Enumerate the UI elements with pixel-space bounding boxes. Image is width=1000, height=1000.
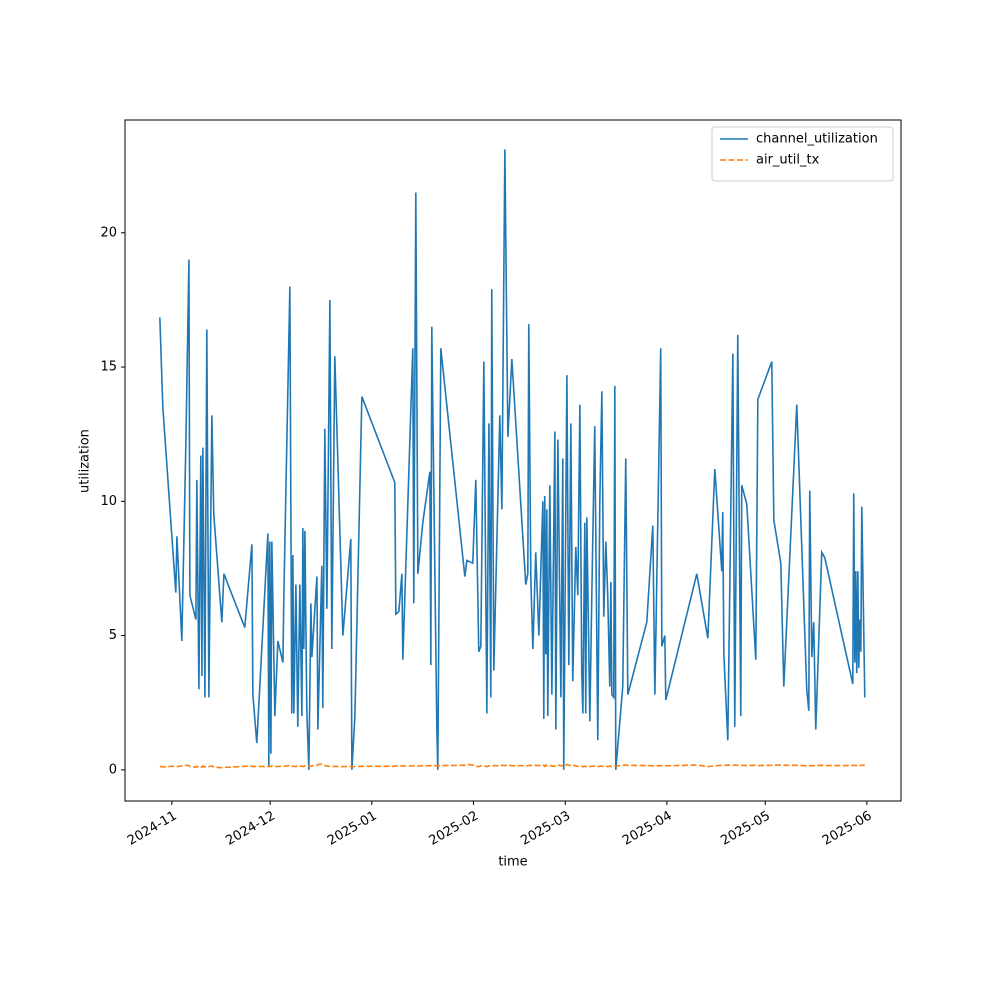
y-tick-label: 5 <box>109 628 117 643</box>
y-axis-label: utilization <box>78 429 93 493</box>
y-tick-label: 10 <box>100 494 117 509</box>
x-axis-label: time <box>498 855 527 870</box>
series-line <box>159 763 865 769</box>
axes-frame <box>124 119 902 802</box>
legend-label: channel_utilization <box>756 132 878 147</box>
y-tick-label: 20 <box>100 225 117 240</box>
legend-label: air_util_tx <box>756 153 820 168</box>
y-tick-label: 0 <box>109 762 117 777</box>
legend-box <box>711 126 894 182</box>
series-line <box>159 149 866 770</box>
y-tick-label: 15 <box>100 360 117 375</box>
